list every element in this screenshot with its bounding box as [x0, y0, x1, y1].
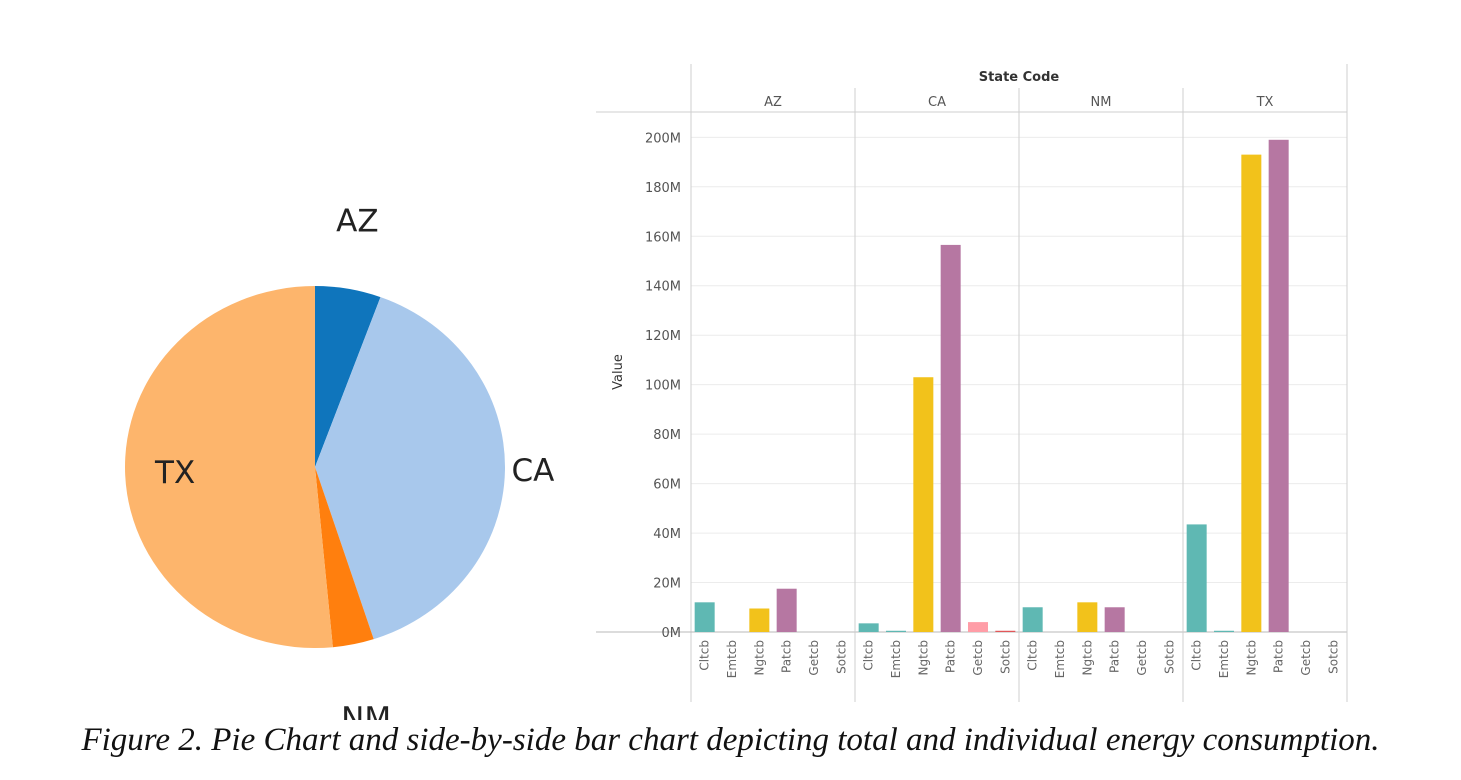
- y-axis-label: Value: [611, 354, 626, 390]
- bar-ca-ngtcb: [913, 377, 934, 632]
- pie-label-az: AZ: [336, 204, 378, 240]
- x-tick-label: Patcb: [1272, 640, 1286, 673]
- y-tick-label: 120M: [645, 329, 681, 344]
- x-tick-label: Emtcb: [725, 640, 739, 678]
- group-header-ca: CA: [928, 95, 946, 110]
- group-headers: AZ CA NM TX: [764, 95, 1273, 110]
- y-tick-label: 0M: [662, 626, 682, 641]
- pie-slice-ca: [315, 297, 506, 640]
- x-tick-label: Ngtcb: [752, 640, 766, 676]
- x-tick-label: Ngtcb: [1244, 640, 1258, 676]
- x-tick-label: Emtcb: [1217, 640, 1231, 678]
- x-tick-label: Ngtcb: [1080, 640, 1094, 676]
- x-tick-label: Sotcb: [834, 640, 848, 674]
- bar-nm-ngtcb: [1077, 602, 1098, 632]
- bar-nm-patcb: [1104, 607, 1125, 632]
- x-tick-label: Patcb: [944, 640, 958, 673]
- y-tick-label: 180M: [645, 181, 681, 196]
- y-tick-label: 200M: [645, 131, 681, 146]
- x-tick-label: Cltcb: [698, 640, 712, 671]
- bar-tx-patcb: [1268, 139, 1289, 632]
- y-tick-label: 20M: [653, 577, 681, 592]
- x-tick-label: Ngtcb: [916, 640, 930, 676]
- x-tick-label: Getcb: [807, 640, 821, 676]
- bar-tx-emtcb: [1214, 630, 1234, 632]
- bar-nm-cltcb: [1022, 607, 1043, 632]
- pie-slice-tx: [125, 286, 333, 648]
- bars: [694, 139, 1289, 633]
- bar-az-ngtcb: [749, 608, 770, 632]
- x-tick-label: Emtcb: [1053, 640, 1067, 678]
- pie-chart: AZ CA NM TX: [125, 204, 554, 720]
- y-tick-labels: 0M 20M 40M 60M 80M 100M 120M 140M 160M 180M 200M: [645, 131, 681, 641]
- figure-caption: Figure 2. Pie Chart and side-by-side bar…: [81, 722, 1380, 758]
- pie-label-tx: TX: [154, 455, 195, 491]
- x-tick-label: Patcb: [780, 640, 794, 673]
- bar-tx-ngtcb: [1241, 154, 1262, 632]
- pie-label-ca: CA: [512, 453, 555, 489]
- x-tick-label: Getcb: [971, 640, 985, 676]
- y-tick-label: 40M: [653, 527, 681, 542]
- bar-ca-sotcb: [995, 630, 1016, 632]
- x-tick-label: Cltcb: [1026, 640, 1040, 671]
- pie-label-nm: NM: [341, 701, 391, 720]
- x-tick-label: Sotcb: [1326, 640, 1340, 674]
- x-tick-label: Getcb: [1135, 640, 1149, 676]
- y-tick-label: 160M: [645, 230, 681, 245]
- x-tick-label: Sotcb: [998, 640, 1012, 674]
- bar-ca-patcb: [940, 244, 961, 633]
- y-tick-label: 60M: [653, 478, 681, 493]
- bar-tx-cltcb: [1186, 524, 1207, 632]
- group-header-tx: TX: [1256, 95, 1274, 110]
- group-header-nm: NM: [1091, 95, 1112, 110]
- y-tick-label: 80M: [653, 428, 681, 443]
- x-tick-label: Cltcb: [862, 640, 876, 671]
- header-title: State Code: [979, 70, 1060, 85]
- y-tick-label: 100M: [645, 379, 681, 394]
- bar-ca-getcb: [968, 622, 988, 632]
- bar-chart: State Code AZ CA NM TX 0M 20M 40M 60M 80M 100M 12…: [596, 64, 1348, 702]
- bar-az-cltcb: [694, 602, 715, 632]
- x-tick-label: Cltcb: [1190, 640, 1204, 671]
- pie-slice-az: [315, 286, 381, 467]
- bar-ca-cltcb: [858, 623, 879, 632]
- pie-slices: [125, 286, 506, 648]
- x-tick-label: Sotcb: [1162, 640, 1176, 674]
- bar-ca-emtcb: [886, 630, 906, 632]
- x-tick-labels: Cltcb Emtcb Ngtcb Patcb Getcb Sotcb Cltcb Emtcb…: [698, 640, 1341, 678]
- pie-slice-nm: [315, 467, 374, 648]
- bar-az-patcb: [776, 588, 797, 632]
- group-header-az: AZ: [764, 95, 782, 110]
- x-tick-label: Getcb: [1299, 640, 1313, 676]
- pie-labels: AZ CA NM TX: [154, 204, 554, 720]
- x-tick-label: Patcb: [1108, 640, 1122, 673]
- y-tick-label: 140M: [645, 280, 681, 295]
- x-tick-label: Emtcb: [889, 640, 903, 678]
